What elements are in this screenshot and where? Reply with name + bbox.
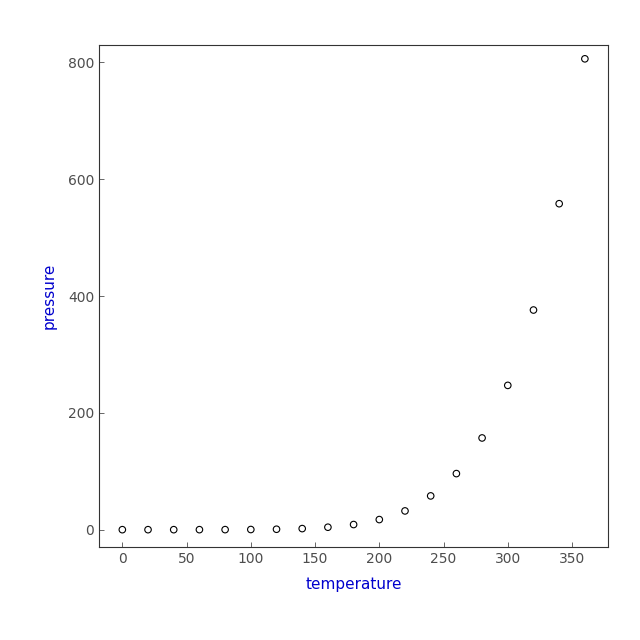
Point [143, 525, 153, 535]
Point [195, 525, 205, 535]
Point [349, 520, 359, 530]
Point [554, 198, 564, 209]
Point [580, 54, 590, 64]
Point [451, 468, 461, 479]
Y-axis label: pressure: pressure [42, 263, 57, 329]
Point [529, 305, 539, 315]
Point [168, 525, 179, 535]
Point [477, 433, 487, 443]
Point [297, 524, 307, 534]
Point [271, 524, 282, 534]
Point [220, 525, 230, 535]
Point [117, 525, 127, 535]
Point [246, 524, 256, 534]
Point [323, 522, 333, 532]
Point [502, 380, 513, 390]
Point [374, 515, 385, 525]
X-axis label: temperature: temperature [305, 577, 402, 592]
Point [400, 506, 410, 516]
Point [426, 491, 436, 501]
